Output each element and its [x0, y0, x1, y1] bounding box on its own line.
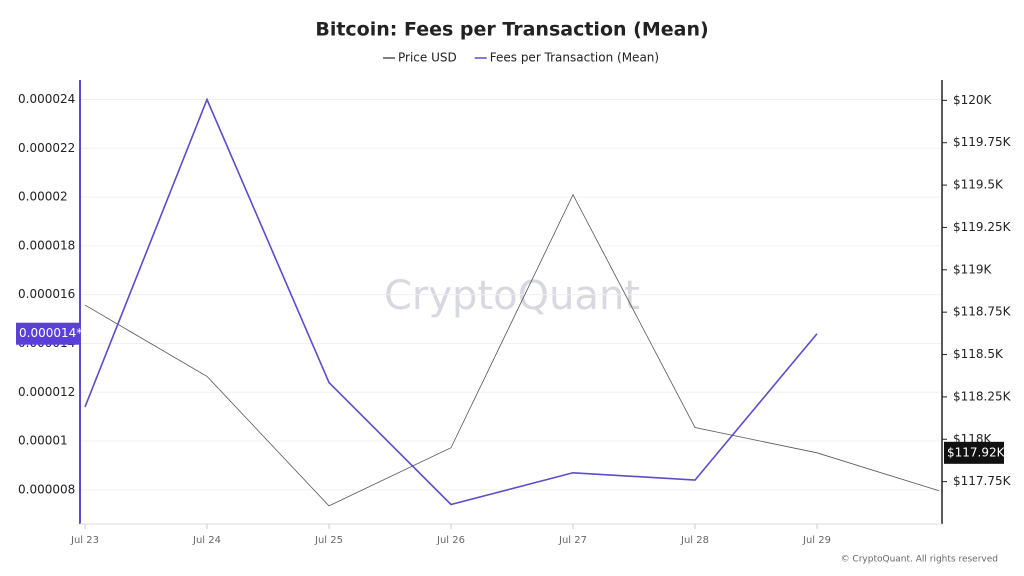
x-tick-label: Jul 23: [70, 535, 99, 546]
y-tick-label: 0.000016: [18, 287, 75, 301]
x-tick-label: Jul 29: [802, 535, 831, 546]
y2-tick-label: $120K: [953, 93, 993, 107]
series-line: [84, 193, 940, 507]
x-tick-label: Jul 28: [680, 535, 709, 546]
chart-title: Bitcoin: Fees per Transaction (Mean): [315, 19, 708, 41]
y2-tick-label: $118.75K: [953, 305, 1012, 319]
x-tick-label: Jul 25: [314, 535, 343, 546]
y-tick-label: 0.000008: [18, 482, 75, 496]
legend-label: Fees per Transaction (Mean): [490, 51, 659, 65]
series-line: [84, 97, 818, 506]
legend-label: Price USD: [398, 51, 457, 65]
y-tick-label: 0.000012: [18, 385, 75, 399]
y2-tick-label: $118.5K: [953, 347, 1004, 361]
y2-tick-label: $118.25K: [953, 389, 1012, 403]
y-tick-label: 0.000024: [18, 92, 75, 106]
y-tick-label: 0.00002: [18, 190, 68, 204]
x-tick-label: Jul 24: [192, 535, 221, 546]
y-tick-label: 0.00001: [18, 434, 68, 448]
y2-tick-label: $119.25K: [953, 220, 1012, 234]
y-tick-label: 0.000018: [18, 238, 75, 252]
y2-tick-label: $119.5K: [953, 178, 1004, 192]
y-marker-label: 0.000014*: [19, 326, 82, 340]
y2-marker-box: [944, 441, 1004, 464]
footer: © CryptoQuant. All rights reserved: [841, 555, 998, 565]
y2-marker-label: $117.92K: [947, 445, 1006, 459]
y-tick-label: 0.000022: [18, 141, 75, 155]
y2-tick-label: $119.75K: [953, 135, 1012, 149]
watermark: CryptoQuant: [384, 273, 640, 319]
x-tick-label: Jul 26: [436, 535, 465, 546]
y2-tick-label: $117.75K: [953, 474, 1012, 488]
y-marker-box: [16, 322, 80, 345]
y2-tick-label: $119K: [953, 262, 993, 276]
x-tick-label: Jul 27: [558, 535, 587, 546]
